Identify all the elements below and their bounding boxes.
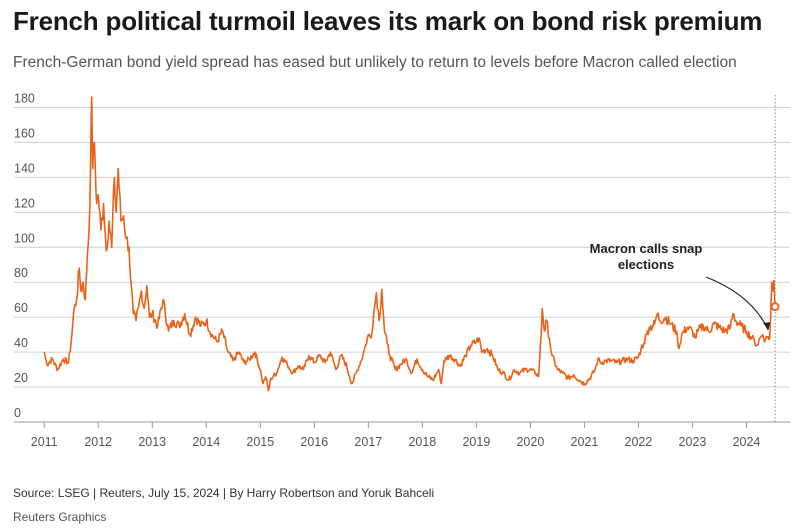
source-note: Source: LSEG | Reuters, July 15, 2024 | …	[13, 486, 435, 500]
y-tick-label: 60	[14, 301, 28, 315]
y-tick-label: 120	[14, 196, 35, 210]
y-tick-label: 140	[14, 161, 35, 175]
x-tick-label: 2018	[408, 435, 436, 449]
x-tick-label: 2023	[679, 435, 707, 449]
x-tick-label: 2024	[733, 435, 761, 449]
x-tick-label: 2020	[516, 435, 544, 449]
chart-title: French political turmoil leaves its mark…	[13, 6, 763, 36]
gridlines	[14, 95, 790, 423]
x-tick-label: 2021	[571, 435, 599, 449]
y-tick-label: 20	[14, 371, 28, 385]
y-tick-label: 0	[14, 406, 21, 420]
latest-point	[770, 302, 780, 312]
series-line	[43, 96, 776, 392]
y-tick-label: 100	[14, 231, 35, 245]
x-tick-label: 2013	[138, 435, 166, 449]
y-tick-label: 160	[14, 126, 35, 140]
chart-subtitle: French-German bond yield spread has ease…	[13, 54, 737, 71]
x-tick-label: 2019	[462, 435, 490, 449]
y-tick-label: 180	[14, 91, 35, 105]
y-axis-ticks: 0 20 40 60 80 100 120 140 160 180	[14, 91, 35, 420]
y-tick-label: 80	[14, 266, 28, 280]
x-tick-label: 2015	[246, 435, 274, 449]
x-tick-label: 2012	[84, 435, 112, 449]
annotation-arrowhead	[763, 322, 771, 331]
x-tick-label: 2014	[192, 435, 220, 449]
x-tick-label: 2017	[354, 435, 382, 449]
brand-credit: Reuters Graphics	[13, 510, 107, 524]
x-tick-label: 2022	[625, 435, 653, 449]
y-tick-label: 40	[14, 336, 28, 350]
x-tick-label: 2016	[300, 435, 328, 449]
annotation-text: elections	[618, 257, 674, 272]
series-layer	[43, 96, 780, 392]
x-tick-label: 2011	[31, 435, 58, 449]
x-axis-ticks: 2011 2012 2013 2014 2015 2016 2017 2018 2019 2020…	[31, 422, 761, 449]
annotation-text: Macron calls snap	[590, 241, 703, 256]
